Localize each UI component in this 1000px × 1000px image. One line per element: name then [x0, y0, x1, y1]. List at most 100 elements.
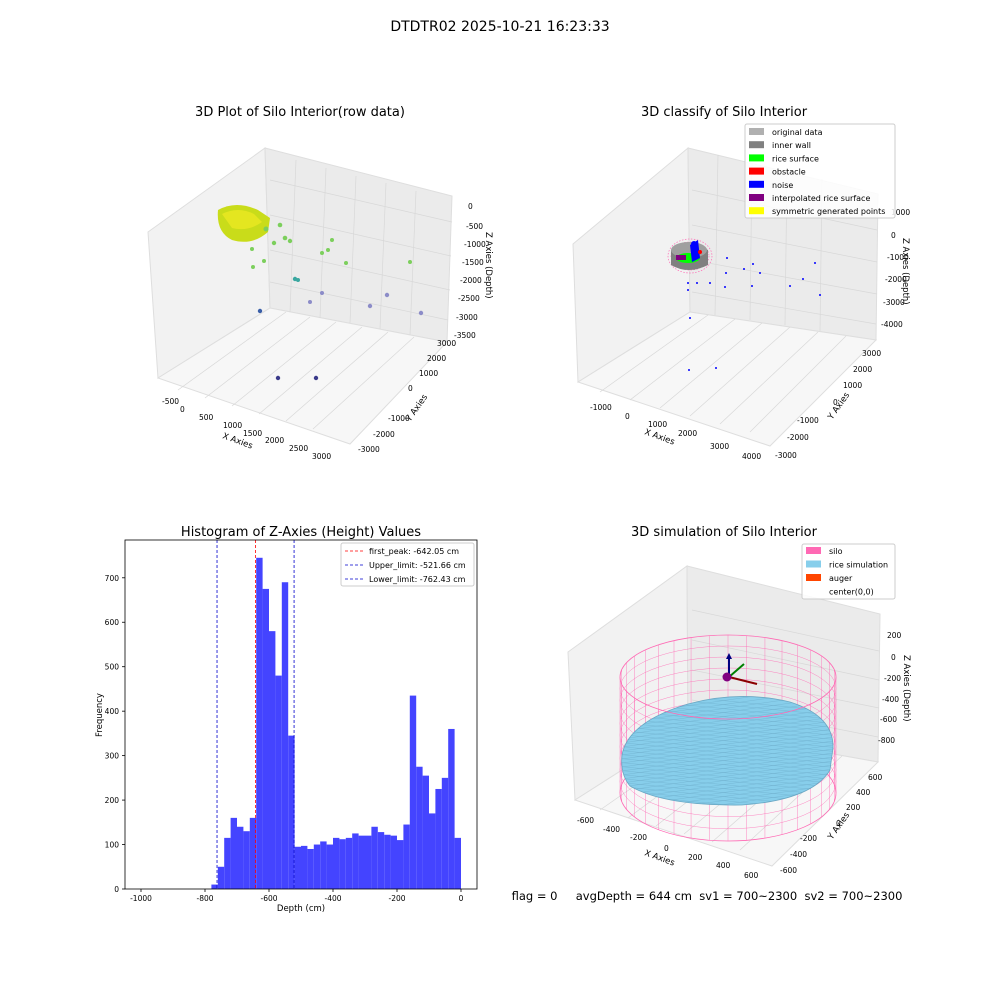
- legend-label: silo: [829, 547, 843, 556]
- panel4-ticks: -600 -400 -200 0 200 400 600 -600 -400 -…: [577, 631, 902, 880]
- hist-bar: [320, 841, 327, 889]
- p2-noise-point: [751, 285, 753, 287]
- rice-mesh-line: [621, 717, 834, 741]
- rice-mesh-line: [621, 761, 834, 785]
- hist-xtick-label: -800: [196, 894, 213, 903]
- hist-bar: [275, 675, 282, 889]
- hist-ytick-label: 100: [105, 841, 120, 850]
- p1-point: [320, 291, 324, 295]
- rice-mesh-line: [621, 759, 834, 793]
- hist-bar: [409, 695, 417, 889]
- p2-xtick: 2000: [678, 429, 697, 438]
- legend-label: obstacle: [772, 168, 806, 177]
- rice-mesh-line: [621, 696, 834, 713]
- panel2-pane-floor: [576, 311, 878, 447]
- p4-silo-top-ring: [619, 634, 837, 720]
- hist-bar: [371, 826, 378, 889]
- hist-ytick-label: 600: [105, 618, 120, 627]
- p2-ytick: 0: [833, 398, 838, 407]
- rice-mesh-line: [621, 737, 834, 761]
- panel-raw-3d: 3D Plot of Silo Interior(row data) -500 …: [147, 105, 493, 461]
- legend-swatch: [749, 167, 764, 175]
- p1-ytick: -3000: [358, 445, 380, 454]
- p2-noise-point: [724, 286, 726, 288]
- hist-bar: [211, 884, 218, 889]
- p2-noise-point: [715, 367, 717, 369]
- p2-noise-point: [752, 263, 754, 265]
- hist-bar: [237, 826, 244, 889]
- hist-bar: [416, 766, 423, 889]
- p1-point: [384, 292, 390, 298]
- rice-mesh-line: [621, 735, 834, 769]
- legend-label: inner wall: [772, 141, 811, 150]
- hist-bar: [301, 845, 308, 889]
- legend-label: auger: [829, 574, 853, 583]
- hist-bar: [403, 824, 410, 889]
- rice-mesh-line: [621, 757, 834, 781]
- hist-legend: first_peak: -642.05 cm Upper_limit: -521.…: [340, 542, 475, 587]
- rice-mesh-line: [621, 743, 834, 777]
- p1-point: [320, 251, 324, 255]
- legend-swatch: [806, 574, 821, 581]
- hist-bar: [358, 835, 365, 889]
- p1-ytick: -2000: [373, 430, 395, 439]
- p1-xtick: 500: [199, 413, 214, 422]
- p1-point: [367, 303, 373, 309]
- hist-bar: [262, 588, 269, 889]
- p2-wall-points: [667, 238, 713, 274]
- p1-zlabel: Z Axies (Depth): [483, 232, 493, 299]
- p2-noise-point: [726, 257, 728, 259]
- p1-xtick: 0: [180, 405, 185, 414]
- hist-ytick-label: 500: [105, 663, 120, 672]
- p2-obstacle: [698, 250, 702, 254]
- p4-rice-simulation: [621, 696, 834, 806]
- rice-mesh-line: [621, 789, 834, 806]
- rice-mesh-line: [621, 747, 834, 781]
- p2-zlabel: Z Axies (Depth): [900, 238, 910, 305]
- p1-ztick: -2000: [460, 276, 482, 285]
- hist-bar: [352, 833, 359, 889]
- p1-point: [275, 375, 281, 381]
- hist-bar: [230, 817, 237, 889]
- panel2-ticks: -1000 0 1000 2000 3000 4000 -3000 -2000 …: [590, 208, 910, 461]
- p4-xtick: 200: [688, 853, 703, 862]
- legend-label: center(0,0): [829, 588, 874, 597]
- hist-legend-label: first_peak: -642.05 cm: [369, 547, 459, 556]
- p4-ytick: -600: [780, 866, 797, 875]
- hist-ytick-label: 300: [105, 752, 120, 761]
- legend-label: rice simulation: [829, 561, 888, 570]
- legend-swatch: [749, 207, 764, 215]
- hist-bar: [333, 837, 340, 889]
- rice-mesh-line: [621, 733, 834, 757]
- panel1-pane-floor: [156, 307, 448, 445]
- hist-xtick-label: -200: [388, 894, 405, 903]
- legend-label: interpolated rice surface: [772, 194, 870, 203]
- p1-point: [257, 308, 263, 314]
- hist-ylabel: Frequency: [95, 693, 105, 737]
- p4-xtick: -400: [603, 825, 620, 834]
- rice-mesh-line: [621, 765, 834, 789]
- hist-legend-label: Lower_limit: -762.43 cm: [369, 575, 466, 584]
- status-line: flag = 0 avgDepth = 644 cm sv1 = 700~230…: [512, 889, 903, 903]
- rice-mesh-line: [621, 779, 834, 806]
- p1-xtick: -500: [162, 397, 179, 406]
- p4-xtick: 400: [716, 861, 731, 870]
- p2-noise-point: [688, 369, 690, 371]
- hist-bar: [435, 788, 442, 889]
- hist-bar: [243, 831, 250, 889]
- legend-swatch: [749, 180, 764, 188]
- p4-ytick: -200: [800, 834, 817, 843]
- p1-ztick: -500: [466, 222, 483, 231]
- panel-classify-3d: 3D classify of Silo Interior -1000 0 100…: [572, 105, 910, 461]
- rice-mesh-line: [621, 715, 834, 749]
- hist-bar: [256, 557, 263, 889]
- p2-ytick: 3000: [862, 349, 881, 358]
- p4-xtick: -200: [630, 833, 647, 842]
- p2-ztick: 1000: [891, 208, 910, 217]
- hist-ytick-label: 700: [105, 574, 120, 583]
- p2-noise-point: [687, 289, 689, 291]
- p4-ytick: 600: [868, 773, 883, 782]
- legend-label: rice surface: [772, 154, 819, 163]
- p2-ztick: -4000: [881, 320, 903, 329]
- p2-noise-point: [759, 272, 761, 274]
